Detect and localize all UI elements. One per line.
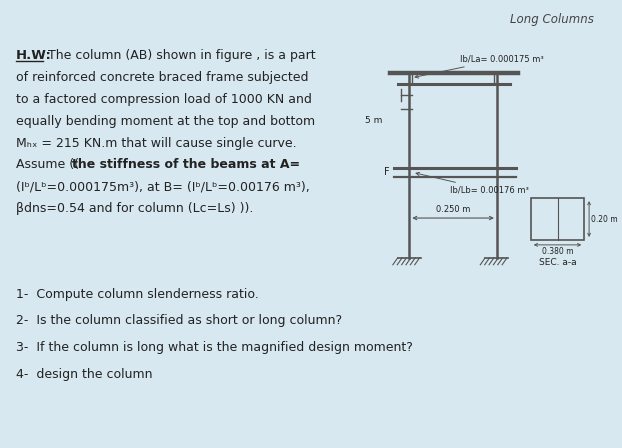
Text: (Iᵇ/Lᵇ=0.000175m³), at B= (Iᵇ/Lᵇ=0.00176 m³),: (Iᵇ/Lᵇ=0.000175m³), at B= (Iᵇ/Lᵇ=0.00176… [16,180,310,193]
Text: Mₕₓ = 215 KN.m that will cause single curve.: Mₕₓ = 215 KN.m that will cause single cu… [16,137,297,150]
Text: the stiffness of the beams at A=: the stiffness of the beams at A= [72,159,300,172]
Text: H.W:: H.W: [16,49,52,62]
Text: Assume ((: Assume (( [16,159,79,172]
Text: 4-  design the column: 4- design the column [16,368,152,381]
Text: The column (AB) shown in figure , is a part: The column (AB) shown in figure , is a p… [44,49,316,62]
Text: to a factored compression load of 1000 KN and: to a factored compression load of 1000 K… [16,93,312,106]
Text: SEC. a-a: SEC. a-a [539,258,577,267]
Text: 0.250 m: 0.250 m [436,205,470,214]
Text: βdns=0.54 and for column (Lc=Ls) )).: βdns=0.54 and for column (Lc=Ls) )). [16,202,253,215]
Text: Ib/La= 0.000175 m³: Ib/La= 0.000175 m³ [415,55,544,78]
Bar [531,198,584,240]
Text: equally bending moment at the top and bottom: equally bending moment at the top and bo… [16,115,315,128]
Text: 0.380 m: 0.380 m [542,247,573,256]
Text: 1-  Compute column slenderness ratio.: 1- Compute column slenderness ratio. [16,288,259,301]
Text: F: F [384,167,390,177]
Text: 0.20 m: 0.20 m [591,215,618,224]
Text: of reinforced concrete braced frame subjected: of reinforced concrete braced frame subj… [16,71,309,84]
Text: 2-  Is the column classified as short or long column?: 2- Is the column classified as short or … [16,314,342,327]
Text: Ib/Lb= 0.00176 m³: Ib/Lb= 0.00176 m³ [416,172,529,195]
Text: Long Columns: Long Columns [510,13,594,26]
Text: 5 m: 5 m [365,116,382,125]
Text: 3-  If the column is long what is the magnified design moment?: 3- If the column is long what is the mag… [16,341,413,354]
